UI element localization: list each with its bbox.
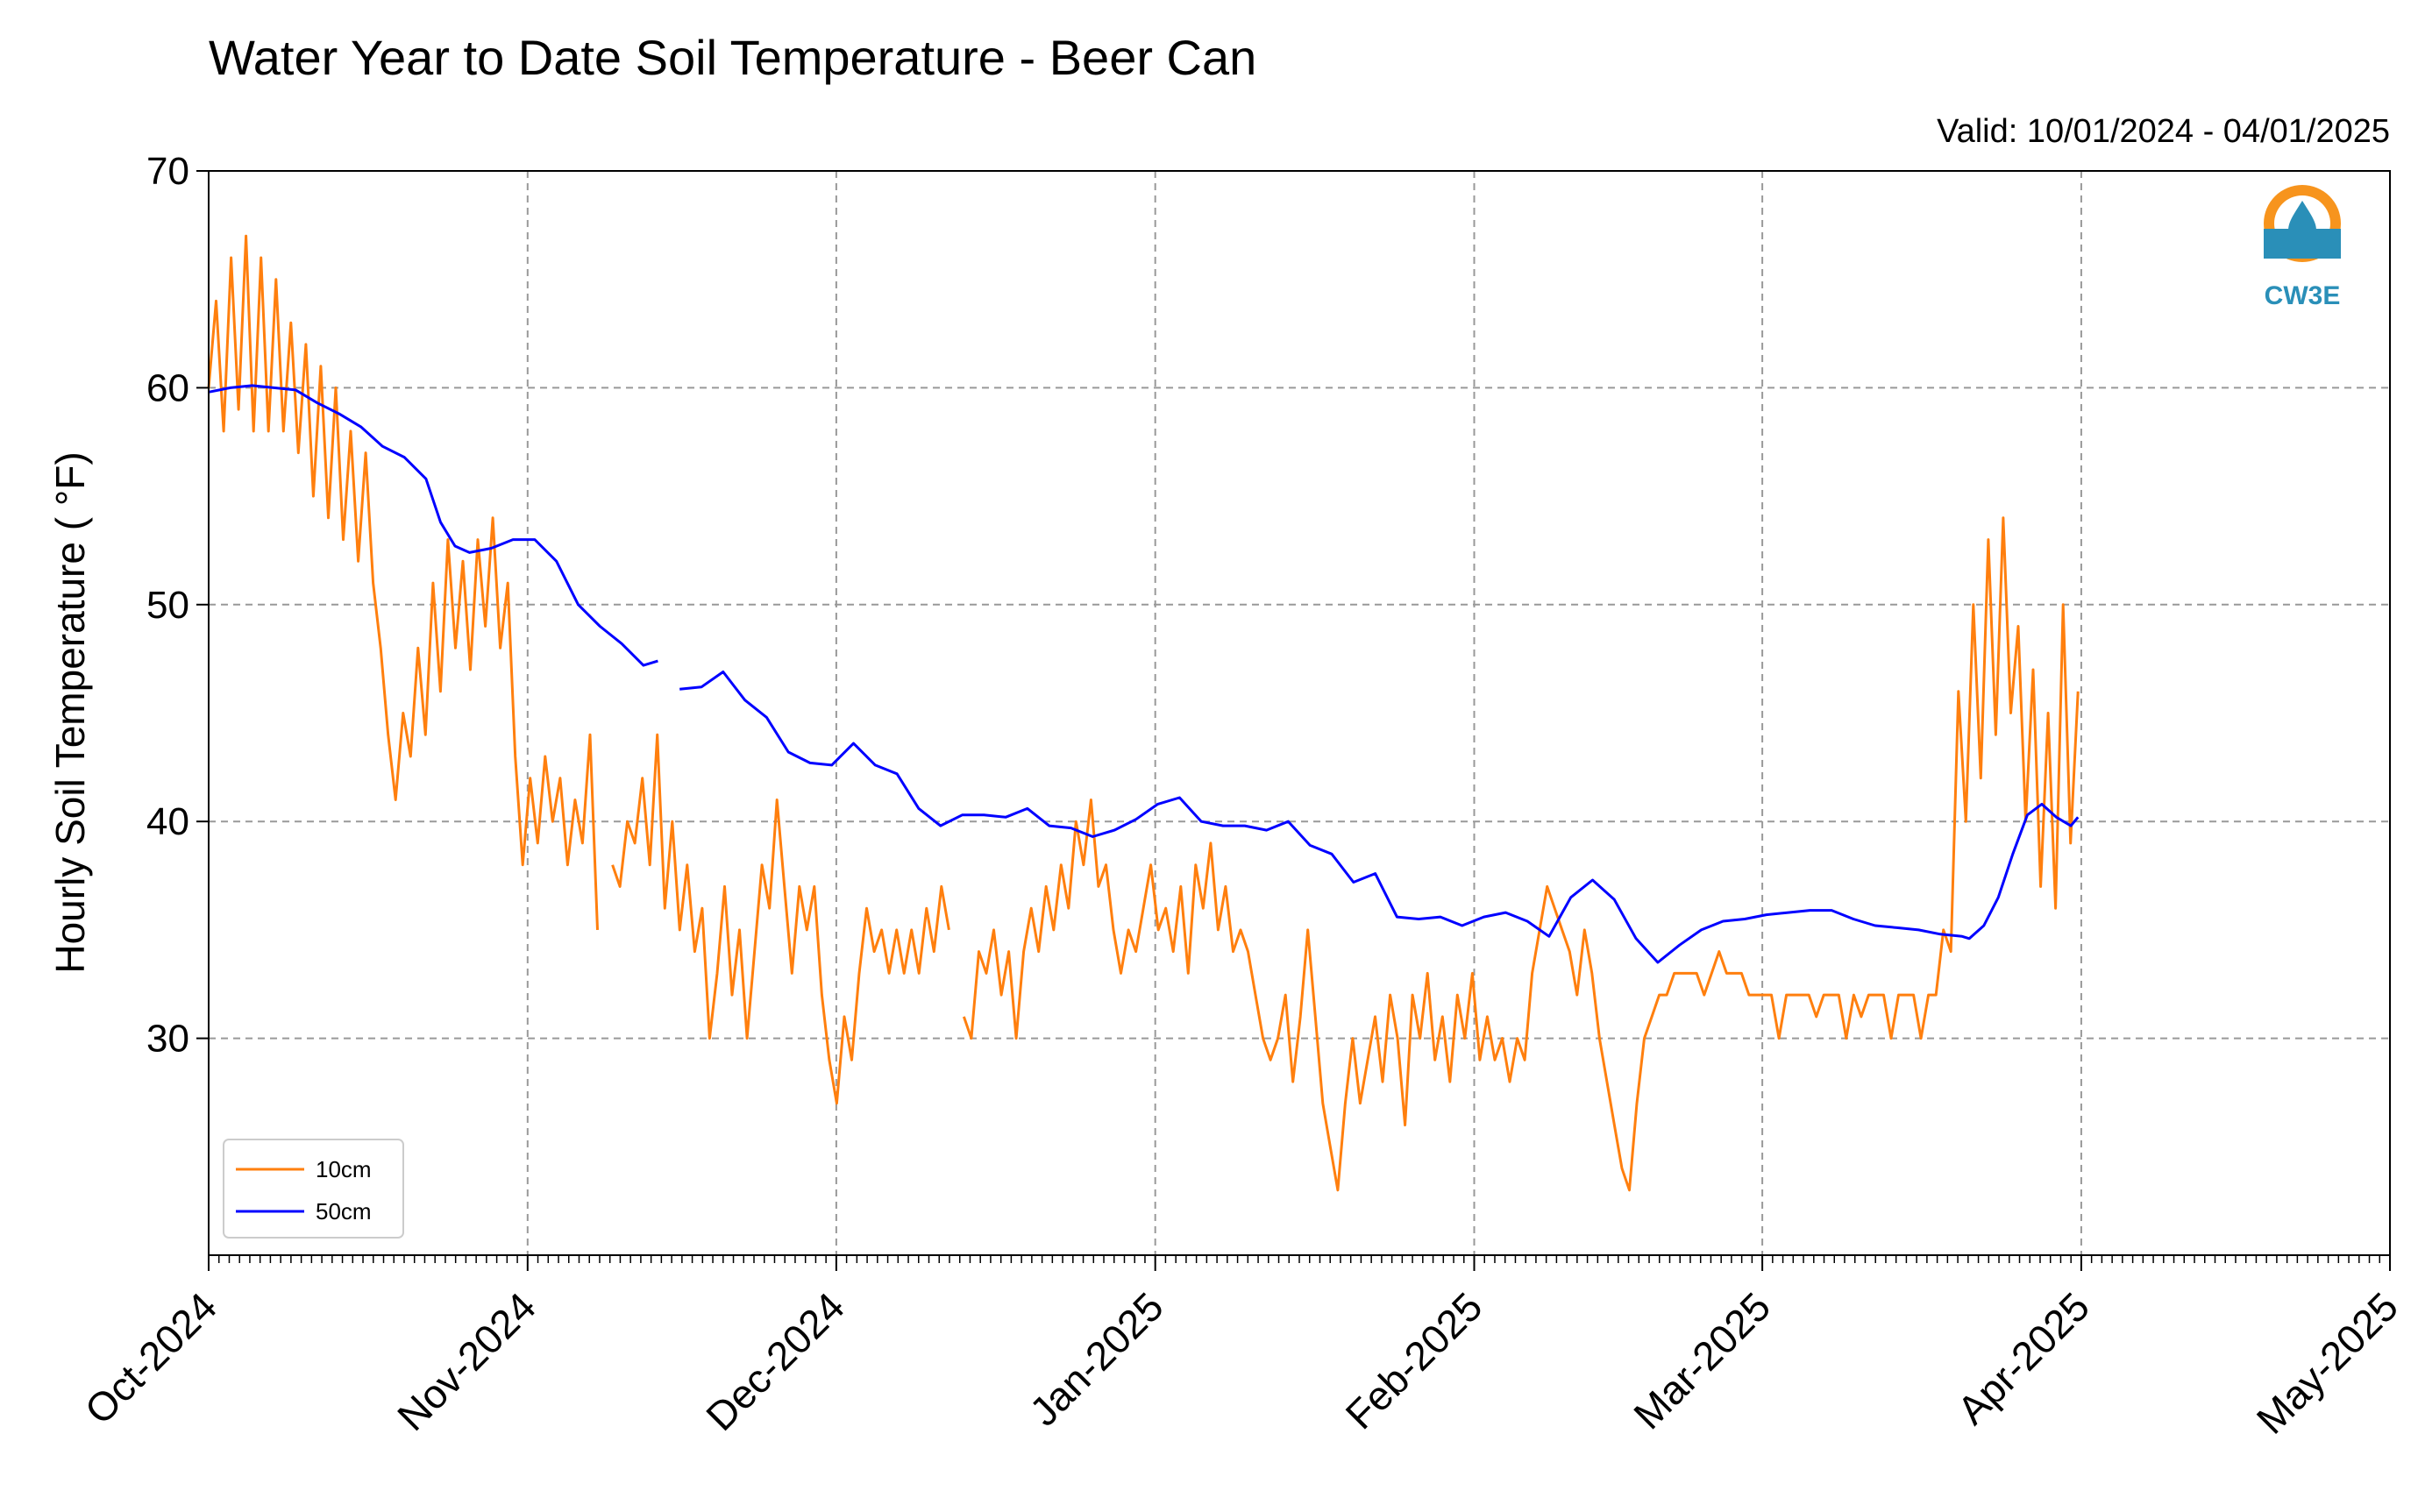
chart-subtitle: Valid: 10/01/2024 - 04/01/2025 <box>1937 113 2390 150</box>
legend: 10cm 50cm <box>223 1139 404 1239</box>
logo-drop-icon <box>2288 201 2316 245</box>
series-line-50cm <box>208 384 2080 964</box>
series-layer <box>207 234 2080 1192</box>
y-tick-label: 60 <box>146 366 189 409</box>
logo: CW3E <box>2264 185 2341 310</box>
legend-box <box>223 1139 404 1239</box>
series-line-10cm <box>207 234 2080 1192</box>
y-tick-label: 70 <box>146 150 189 193</box>
legend-label-50cm: 50cm <box>316 1198 372 1225</box>
x-tick-label: Feb-2025 <box>1337 1283 1491 1437</box>
y-tick-label: 40 <box>146 800 189 843</box>
chart-title: Water Year to Date Soil Temperature - Be… <box>209 30 1256 85</box>
x-tick-label: Mar-2025 <box>1625 1283 1779 1437</box>
grid <box>208 170 2391 1255</box>
x-tick-label: Jan-2025 <box>1021 1283 1171 1434</box>
x-tick-label: Nov-2024 <box>388 1283 544 1439</box>
x-tick-label: Dec-2024 <box>697 1283 853 1439</box>
legend-label-10cm: 10cm <box>316 1156 372 1182</box>
y-tick-label: 30 <box>146 1018 189 1061</box>
plot-frame <box>208 170 2391 1256</box>
y-axis-label: Hourly Soil Temperature ( °F) <box>47 451 93 973</box>
logo-text: CW3E <box>2265 281 2341 310</box>
x-tick-label: Oct-2024 <box>76 1283 226 1433</box>
x-tick-label: May-2025 <box>2248 1283 2407 1442</box>
x-tick-label: Apr-2025 <box>1948 1283 2098 1433</box>
y-tick-label: 50 <box>146 584 189 627</box>
